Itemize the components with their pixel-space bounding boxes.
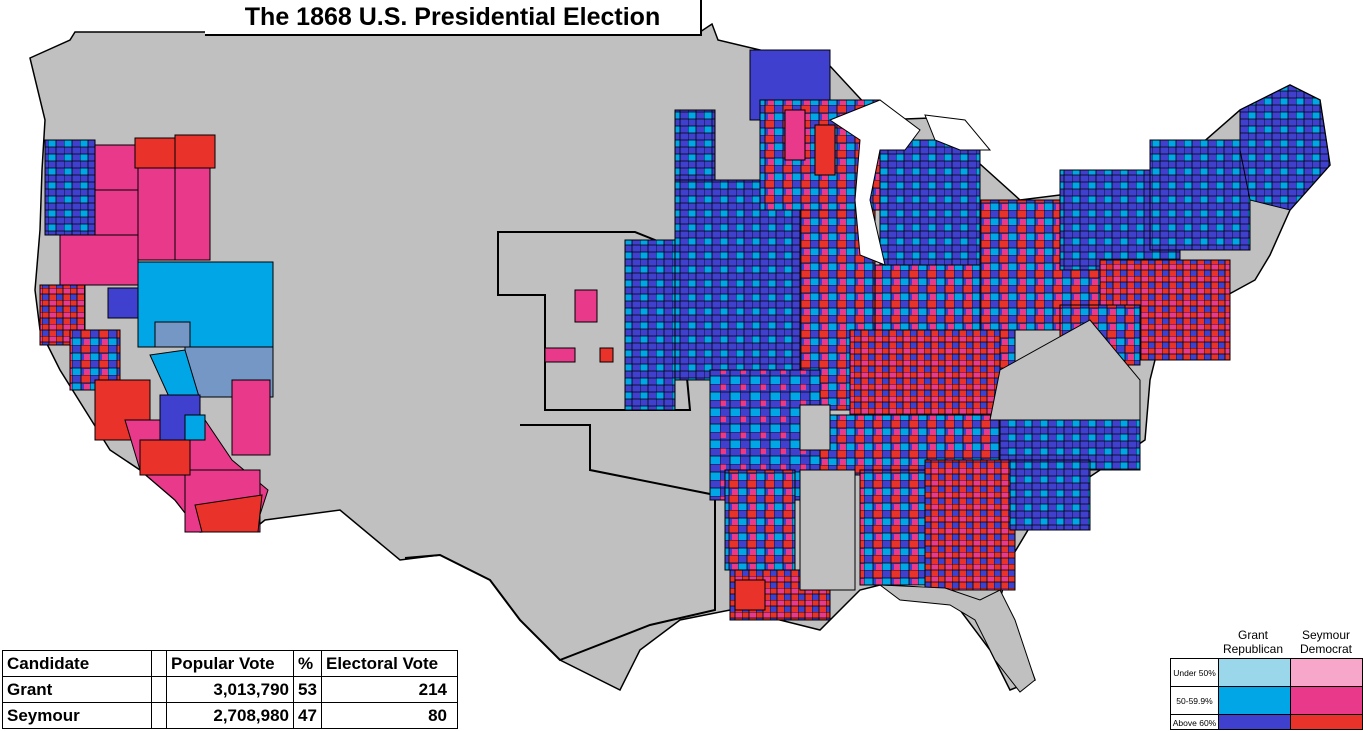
legend-label-above-60: Above 60% [1170,714,1218,730]
california-counties [39,284,269,533]
legend-seymour-header: Seymour Democrat [1286,628,1365,656]
indian-territory-border [404,424,716,662]
header-blank [151,650,167,677]
results-table: Candidate Popular Vote % Electoral Vote … [2,650,458,729]
legend-seymour-name: Seymour [1301,628,1351,642]
great-lakes [828,99,921,266]
legend-grant-party: Republican [1222,642,1284,656]
legend-swatch-seymour-under-50 [1290,658,1363,687]
map-legend: Grant Republican Seymour Democrat Under … [1168,626,1364,730]
header-popular-vote: Popular Vote [166,650,294,677]
legend-label-50-59: 50-59.9% [1170,686,1218,715]
seymour-name: Seymour [2,702,152,729]
seymour-percent: 47 [293,702,322,729]
seymour-popular-vote: 2,708,980 [166,702,294,729]
legend-swatch-seymour-above-60 [1290,714,1363,730]
legend-swatch-grant-above-60 [1218,714,1291,730]
grant-electoral-vote: 214 [321,676,458,703]
legend-row-50-59: 50-59.9% [1168,686,1364,715]
header-percent: % [293,650,322,677]
legend-swatch-grant-50-59 [1218,686,1291,715]
northeast-counties [979,84,1331,366]
southern-counties [724,319,1141,621]
header-electoral-vote: Electoral Vote [321,650,458,677]
legend-swatch-grant-under-50 [1218,658,1291,687]
results-row-grant: Grant 3,013,790 53 214 [2,676,458,703]
legend-grant-name: Grant [1237,628,1268,642]
results-header-row: Candidate Popular Vote % Electoral Vote [2,650,458,677]
grant-name: Grant [2,676,152,703]
legend-label-under-50: Under 50% [1170,658,1218,687]
legend-row-under-50: Under 50% [1168,658,1364,687]
legend-swatch-seymour-50-59 [1290,686,1363,715]
seymour-blank [151,702,167,729]
seymour-electoral-vote: 80 [321,702,458,729]
grant-blank [151,676,167,703]
header-candidate: Candidate [2,650,152,677]
legend-grant-header: Grant Republican [1213,628,1293,656]
oregon-counties [44,134,216,286]
legend-seymour-party: Democrat [1299,642,1352,656]
legend-row-above-60: Above 60% [1168,714,1364,730]
nevada-counties [107,261,274,456]
grant-percent: 53 [293,676,322,703]
results-row-seymour: Seymour 2,708,980 47 80 [2,702,458,729]
grant-popular-vote: 3,013,790 [166,676,294,703]
florida [878,584,1036,693]
map-title: The 1868 U.S. Presidential Election [205,0,702,36]
